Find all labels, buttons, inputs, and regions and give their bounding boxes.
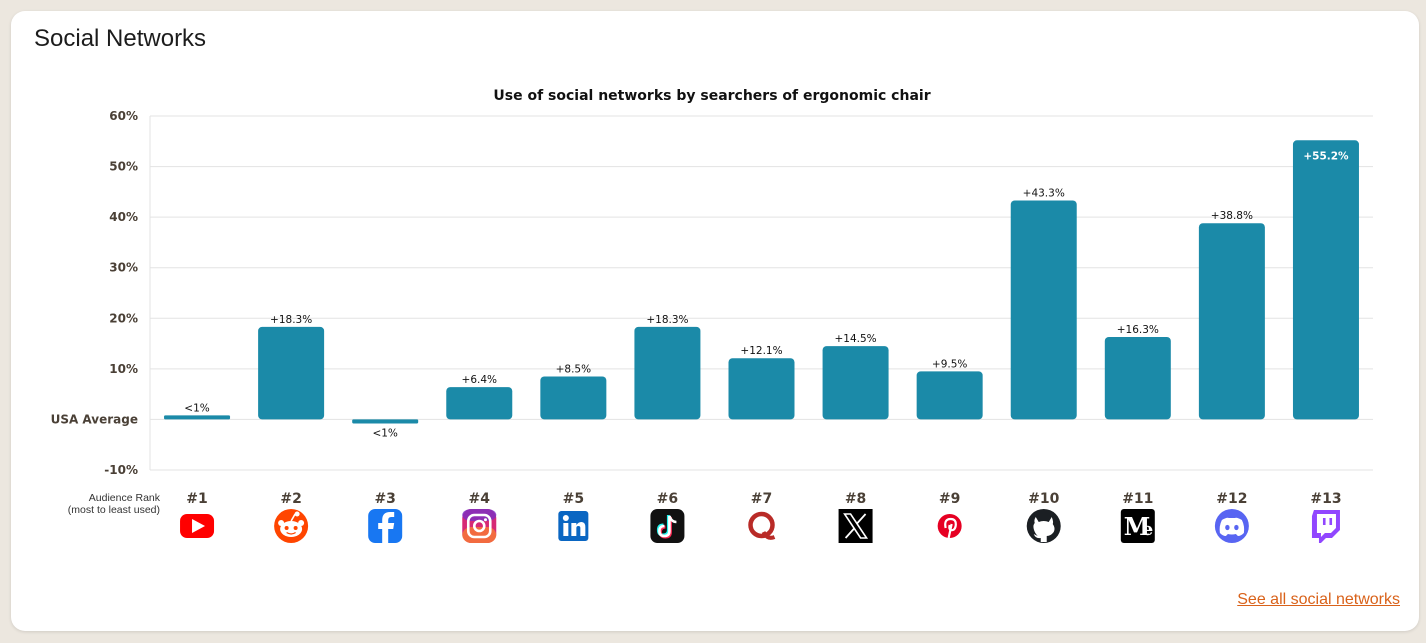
github-icon xyxy=(1026,509,1061,543)
rank-label: #12 xyxy=(1216,491,1247,507)
rank-label: #8 xyxy=(845,491,866,507)
rank-label: #5 xyxy=(563,491,584,507)
bar-discord xyxy=(1198,223,1265,420)
bar-twitch xyxy=(1292,140,1359,420)
linkedin-icon xyxy=(558,511,589,541)
pinterest-icon xyxy=(937,514,962,539)
discord-icon xyxy=(1214,509,1249,543)
bar-tiktok xyxy=(634,326,701,420)
rank-label: #7 xyxy=(751,491,772,507)
data-label: +18.3% xyxy=(646,314,688,326)
audience-rank-sublabel: (most to least used) xyxy=(68,504,160,516)
data-label: +12.1% xyxy=(740,345,782,357)
data-label: +6.4% xyxy=(462,374,497,386)
y-tick-label: 60% xyxy=(109,109,138,123)
svg-text:e: e xyxy=(1142,519,1153,540)
rank-label: #2 xyxy=(280,491,301,507)
see-all-social-networks-link[interactable]: See all social networks xyxy=(1237,591,1400,608)
bar-medium xyxy=(1104,336,1171,420)
bar-instagram xyxy=(446,387,513,420)
y-tick-label: 30% xyxy=(109,261,138,275)
data-label: <1% xyxy=(372,427,397,439)
data-label: +16.3% xyxy=(1117,324,1159,336)
y-tick-label: 20% xyxy=(109,311,138,325)
data-label: +8.5% xyxy=(556,363,591,375)
bar-linkedin xyxy=(540,376,607,420)
instagram-icon xyxy=(462,509,497,543)
twitch-icon xyxy=(1311,510,1340,543)
data-label: +14.5% xyxy=(834,333,876,345)
rank-label: #13 xyxy=(1310,491,1341,507)
tiktok-icon xyxy=(650,509,685,543)
card-title: Social Networks xyxy=(34,25,207,52)
rank-label: #3 xyxy=(374,491,395,507)
data-label: <1% xyxy=(184,402,209,414)
rank-label: #9 xyxy=(939,491,960,507)
data-label: +38.8% xyxy=(1211,210,1253,222)
reddit-icon xyxy=(274,509,309,543)
y-tick-label: -10% xyxy=(104,463,138,477)
svg-text:M: M xyxy=(1124,512,1151,541)
bar-reddit xyxy=(258,326,325,420)
bar-github xyxy=(1010,200,1077,420)
rank-label: #4 xyxy=(469,491,491,507)
data-label: +9.5% xyxy=(932,358,967,370)
bar-x xyxy=(822,346,889,420)
rank-label: #1 xyxy=(186,491,207,507)
audience-rank-label: Audience Rank xyxy=(89,492,161,504)
y-tick-label: 40% xyxy=(109,210,138,224)
y-tick-label: 10% xyxy=(109,362,138,376)
facebook-icon xyxy=(368,509,403,543)
quora-icon xyxy=(748,511,776,540)
data-label: +18.3% xyxy=(270,314,312,326)
x-icon xyxy=(838,509,873,543)
chart-title: Use of social networks by searchers of e… xyxy=(493,88,930,104)
medium-icon: Me xyxy=(1120,509,1155,543)
rank-label: #10 xyxy=(1028,491,1059,507)
data-label: +43.3% xyxy=(1023,187,1065,199)
social-networks-card: Social Networks See all social networks xyxy=(11,11,1419,631)
bar-youtube xyxy=(164,415,231,420)
rank-label: #11 xyxy=(1122,491,1153,507)
bar-facebook xyxy=(352,419,419,424)
bar-quora xyxy=(728,358,795,420)
y-tick-label: USA Average xyxy=(51,412,138,426)
rank-label: #6 xyxy=(657,491,678,507)
y-tick-label: 50% xyxy=(109,160,138,174)
bar-pinterest xyxy=(916,371,983,420)
youtube-icon xyxy=(180,514,215,538)
data-label: +55.2% xyxy=(1303,150,1349,162)
